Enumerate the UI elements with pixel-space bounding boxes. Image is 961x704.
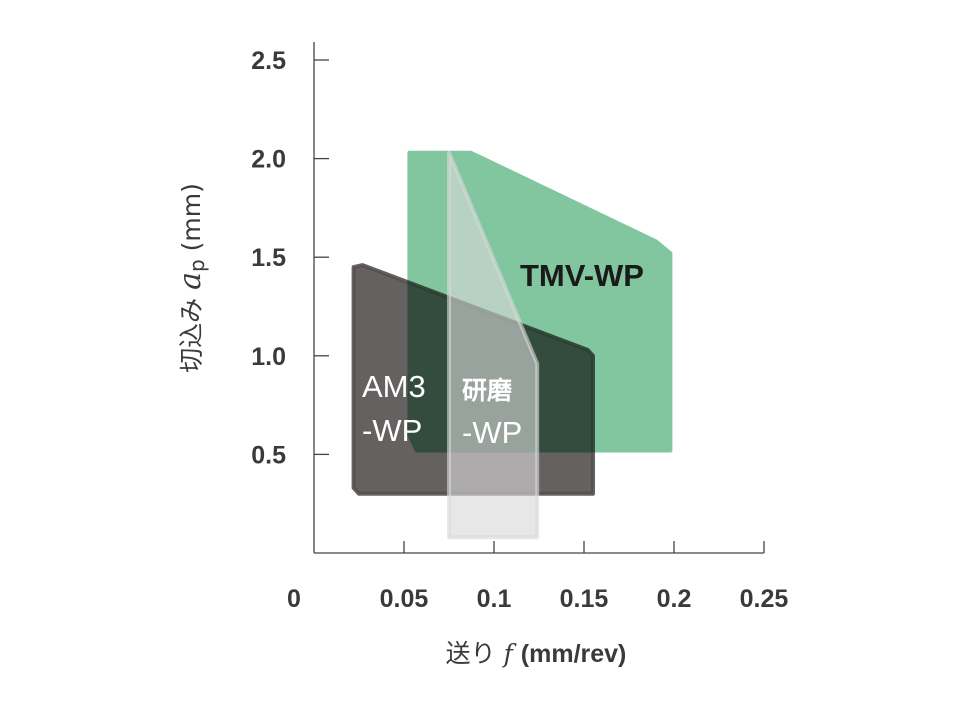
y-axis-title-jp: 切込み: [177, 290, 206, 373]
x-tick-label: 0.1: [477, 585, 512, 613]
x-axis-title-jp: 送り: [446, 639, 504, 668]
x-axis-title-unit: (mm/rev): [521, 640, 627, 668]
x-tick-label: 0.15: [560, 585, 609, 613]
region-wp-area: [447, 150, 540, 540]
labels-layer: 0 0.05 0.1 0.15 0.2 0.25 0.5 1.0 1.5 2.0 2.5 送り f (…: [173, 47, 788, 668]
axes-layer: [313, 42, 765, 554]
y-axis-title-var: a: [173, 272, 208, 290]
x-tick-label: 0.2: [657, 585, 692, 613]
region-label-grinding-wp-line2: -WP: [462, 415, 522, 450]
x-axis-title: 送り f (mm/rev): [446, 639, 627, 668]
x-tick-label: 0.25: [740, 585, 789, 613]
y-axis-title-sub: p: [185, 259, 209, 272]
regions-layer: [351, 150, 673, 540]
y-tick-label: 1.0: [251, 343, 286, 371]
y-axis-title: 切込み ap (mm): [173, 183, 209, 373]
x-axis-title-var: f: [502, 639, 521, 668]
y-tick-label: 2.5: [251, 47, 286, 75]
y-tick-label: 1.5: [251, 244, 286, 272]
y-tick-label: 2.0: [251, 146, 286, 174]
x-tick-label: 0.05: [380, 585, 429, 613]
x-tick-label: 0: [287, 585, 301, 613]
region-label-am3-wp-line1: AM3: [362, 369, 426, 404]
y-tick-label: 0.5: [251, 441, 286, 469]
region-label-grinding-wp-line1: 研磨: [462, 376, 512, 405]
y-axis-title-unit: (mm): [177, 183, 206, 259]
region-label-am3-wp-line2: -WP: [362, 413, 422, 448]
region-label-tmv-wp: TMV-WP: [520, 258, 644, 293]
